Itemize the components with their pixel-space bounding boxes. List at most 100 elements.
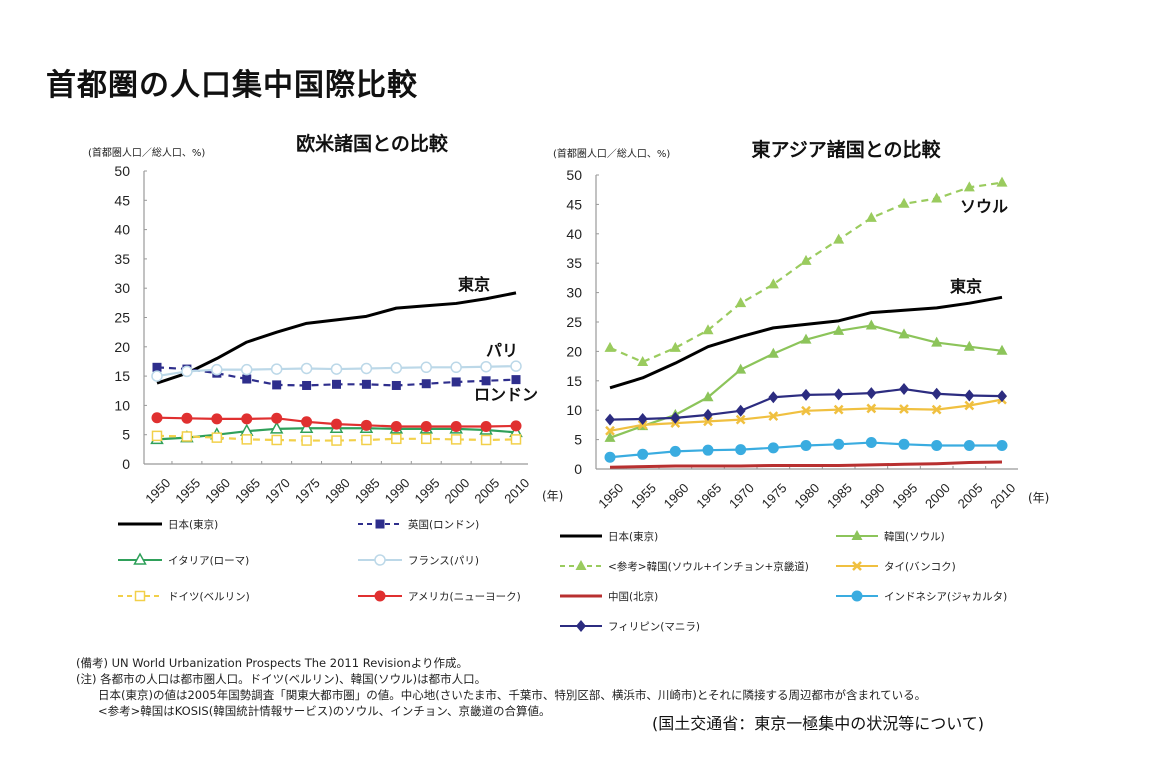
marker-square <box>134 590 146 602</box>
x-tick-label: 1985 <box>352 475 383 506</box>
series-line <box>609 460 1003 469</box>
marker-cross <box>768 411 779 421</box>
marker-circle <box>211 363 223 376</box>
series-annotation: パリ <box>486 341 518 360</box>
marker-circle <box>420 420 432 432</box>
marker-triangle <box>702 391 714 402</box>
marker-triangle <box>963 181 975 192</box>
y-axis-label: (首都圏人口／総人口、%) <box>88 146 205 159</box>
legend-item: <参考>韓国(ソウル+インチョン+京畿道) <box>560 560 809 573</box>
marker-circle <box>390 420 402 432</box>
series-4: パリ <box>151 341 522 382</box>
marker-square <box>510 434 522 445</box>
x-tick-label: 1970 <box>262 475 293 506</box>
legend-label: <参考>韓国(ソウル+インチョン+京畿道) <box>608 560 809 573</box>
y-tick-label: 0 <box>574 461 582 477</box>
chart-2: 東アジア諸国との比較 (首都圏人口／総人口、%) 0 5 10 15 20 25 30 35 40 4… <box>553 138 1049 633</box>
marker-cross <box>703 416 713 427</box>
marker-diamond <box>703 408 713 421</box>
marker-triangle <box>898 328 910 339</box>
marker-diamond <box>768 391 779 404</box>
series-annotation: 東京 <box>950 277 982 296</box>
series-5 <box>151 430 522 446</box>
marker-cross <box>964 400 975 411</box>
series-6 <box>151 412 522 432</box>
x-tick-label: 2005 <box>471 475 502 506</box>
x-axis-unit: (年) <box>542 489 563 503</box>
x-tick-label: 1970 <box>726 480 757 511</box>
marker-square <box>451 377 461 387</box>
marker-triangle <box>996 176 1008 187</box>
marker-square <box>301 435 312 446</box>
marker-square <box>511 375 521 385</box>
marker-square <box>375 519 385 529</box>
y-tick-label: 40 <box>114 222 130 238</box>
marker-square <box>391 433 402 445</box>
marker-square <box>242 374 252 384</box>
marker-diamond <box>866 387 877 400</box>
marker-triangle <box>963 340 975 351</box>
series-7 <box>605 383 1007 426</box>
marker-square <box>181 431 193 442</box>
x-tick-label: 1975 <box>292 475 323 506</box>
marker-circle <box>420 361 432 374</box>
legend-item: 中国(北京) <box>560 590 658 603</box>
legend-label: 日本(東京) <box>608 530 658 543</box>
y-tick-label: 20 <box>566 343 582 359</box>
x-tick-label: 1990 <box>382 475 413 506</box>
marker-circle <box>604 451 616 463</box>
marker-circle <box>800 439 812 451</box>
marker-triangle <box>833 324 845 335</box>
marker-cross <box>833 404 844 415</box>
marker-square <box>331 435 342 446</box>
marker-circle <box>211 413 223 425</box>
x-axis-unit: (年) <box>1028 491 1049 505</box>
x-tick-label: 1995 <box>889 480 920 511</box>
marker-triangle <box>767 278 779 289</box>
x-tick-label: 1990 <box>857 480 888 511</box>
notes: (備考) UN World Urbanization Prospects The… <box>76 655 926 719</box>
marker-circle <box>271 412 283 424</box>
marker-circle <box>669 445 681 457</box>
legend: 日本(東京) 韓国(ソウル) <参考>韓国(ソウル+インチョン+京畿道) タイ(バンコ… <box>560 530 1007 633</box>
marker-circle <box>181 365 193 378</box>
legend-label: インドネシア(ジャカルタ) <box>884 591 1007 603</box>
legend-label: イタリア(ローマ) <box>168 555 249 567</box>
legend-item: 英国(ロンドン) <box>358 518 479 531</box>
marker-triangle <box>865 319 877 330</box>
x-tick-label: 2005 <box>955 480 986 511</box>
y-tick-label: 45 <box>114 192 130 208</box>
marker-square <box>421 433 432 445</box>
marker-diamond <box>833 388 844 401</box>
marker-triangle <box>604 341 616 352</box>
y-tick-label: 35 <box>566 255 582 271</box>
marker-diamond <box>637 413 648 426</box>
marker-cross <box>866 403 877 414</box>
series-line <box>609 398 1003 432</box>
legend-item: インドネシア(ジャカルタ) <box>836 590 1007 603</box>
x-tick-label: 1980 <box>322 475 353 506</box>
x-tick-label: 1985 <box>824 480 855 511</box>
marker-circle <box>996 439 1008 451</box>
series-line <box>609 295 1003 390</box>
legend-item: イタリア(ローマ) <box>118 552 249 567</box>
x-tick-label: 1955 <box>172 475 203 506</box>
legend-label: 日本(東京) <box>168 518 218 531</box>
chart-title: 欧米諸国との比較 <box>296 132 449 155</box>
legend-item: アメリカ(ニューヨーク) <box>358 590 521 603</box>
series-1: 東京 <box>156 275 517 385</box>
marker-cross <box>931 404 942 415</box>
marker-square <box>271 434 282 446</box>
marker-circle <box>480 420 492 432</box>
legend-item: タイ(バンコク) <box>836 561 956 573</box>
marker-circle <box>931 439 943 451</box>
marker-circle <box>637 448 649 460</box>
marker-diamond <box>576 620 586 632</box>
legend-label: フランス(パリ) <box>408 555 479 567</box>
y-tick-label: 10 <box>114 397 130 413</box>
y-tick-label: 15 <box>114 368 130 384</box>
series-3: ソウル <box>604 176 1008 366</box>
x-tick-label: 1955 <box>628 480 659 511</box>
marker-square <box>152 362 162 372</box>
x-tick-label: 2000 <box>922 480 953 511</box>
